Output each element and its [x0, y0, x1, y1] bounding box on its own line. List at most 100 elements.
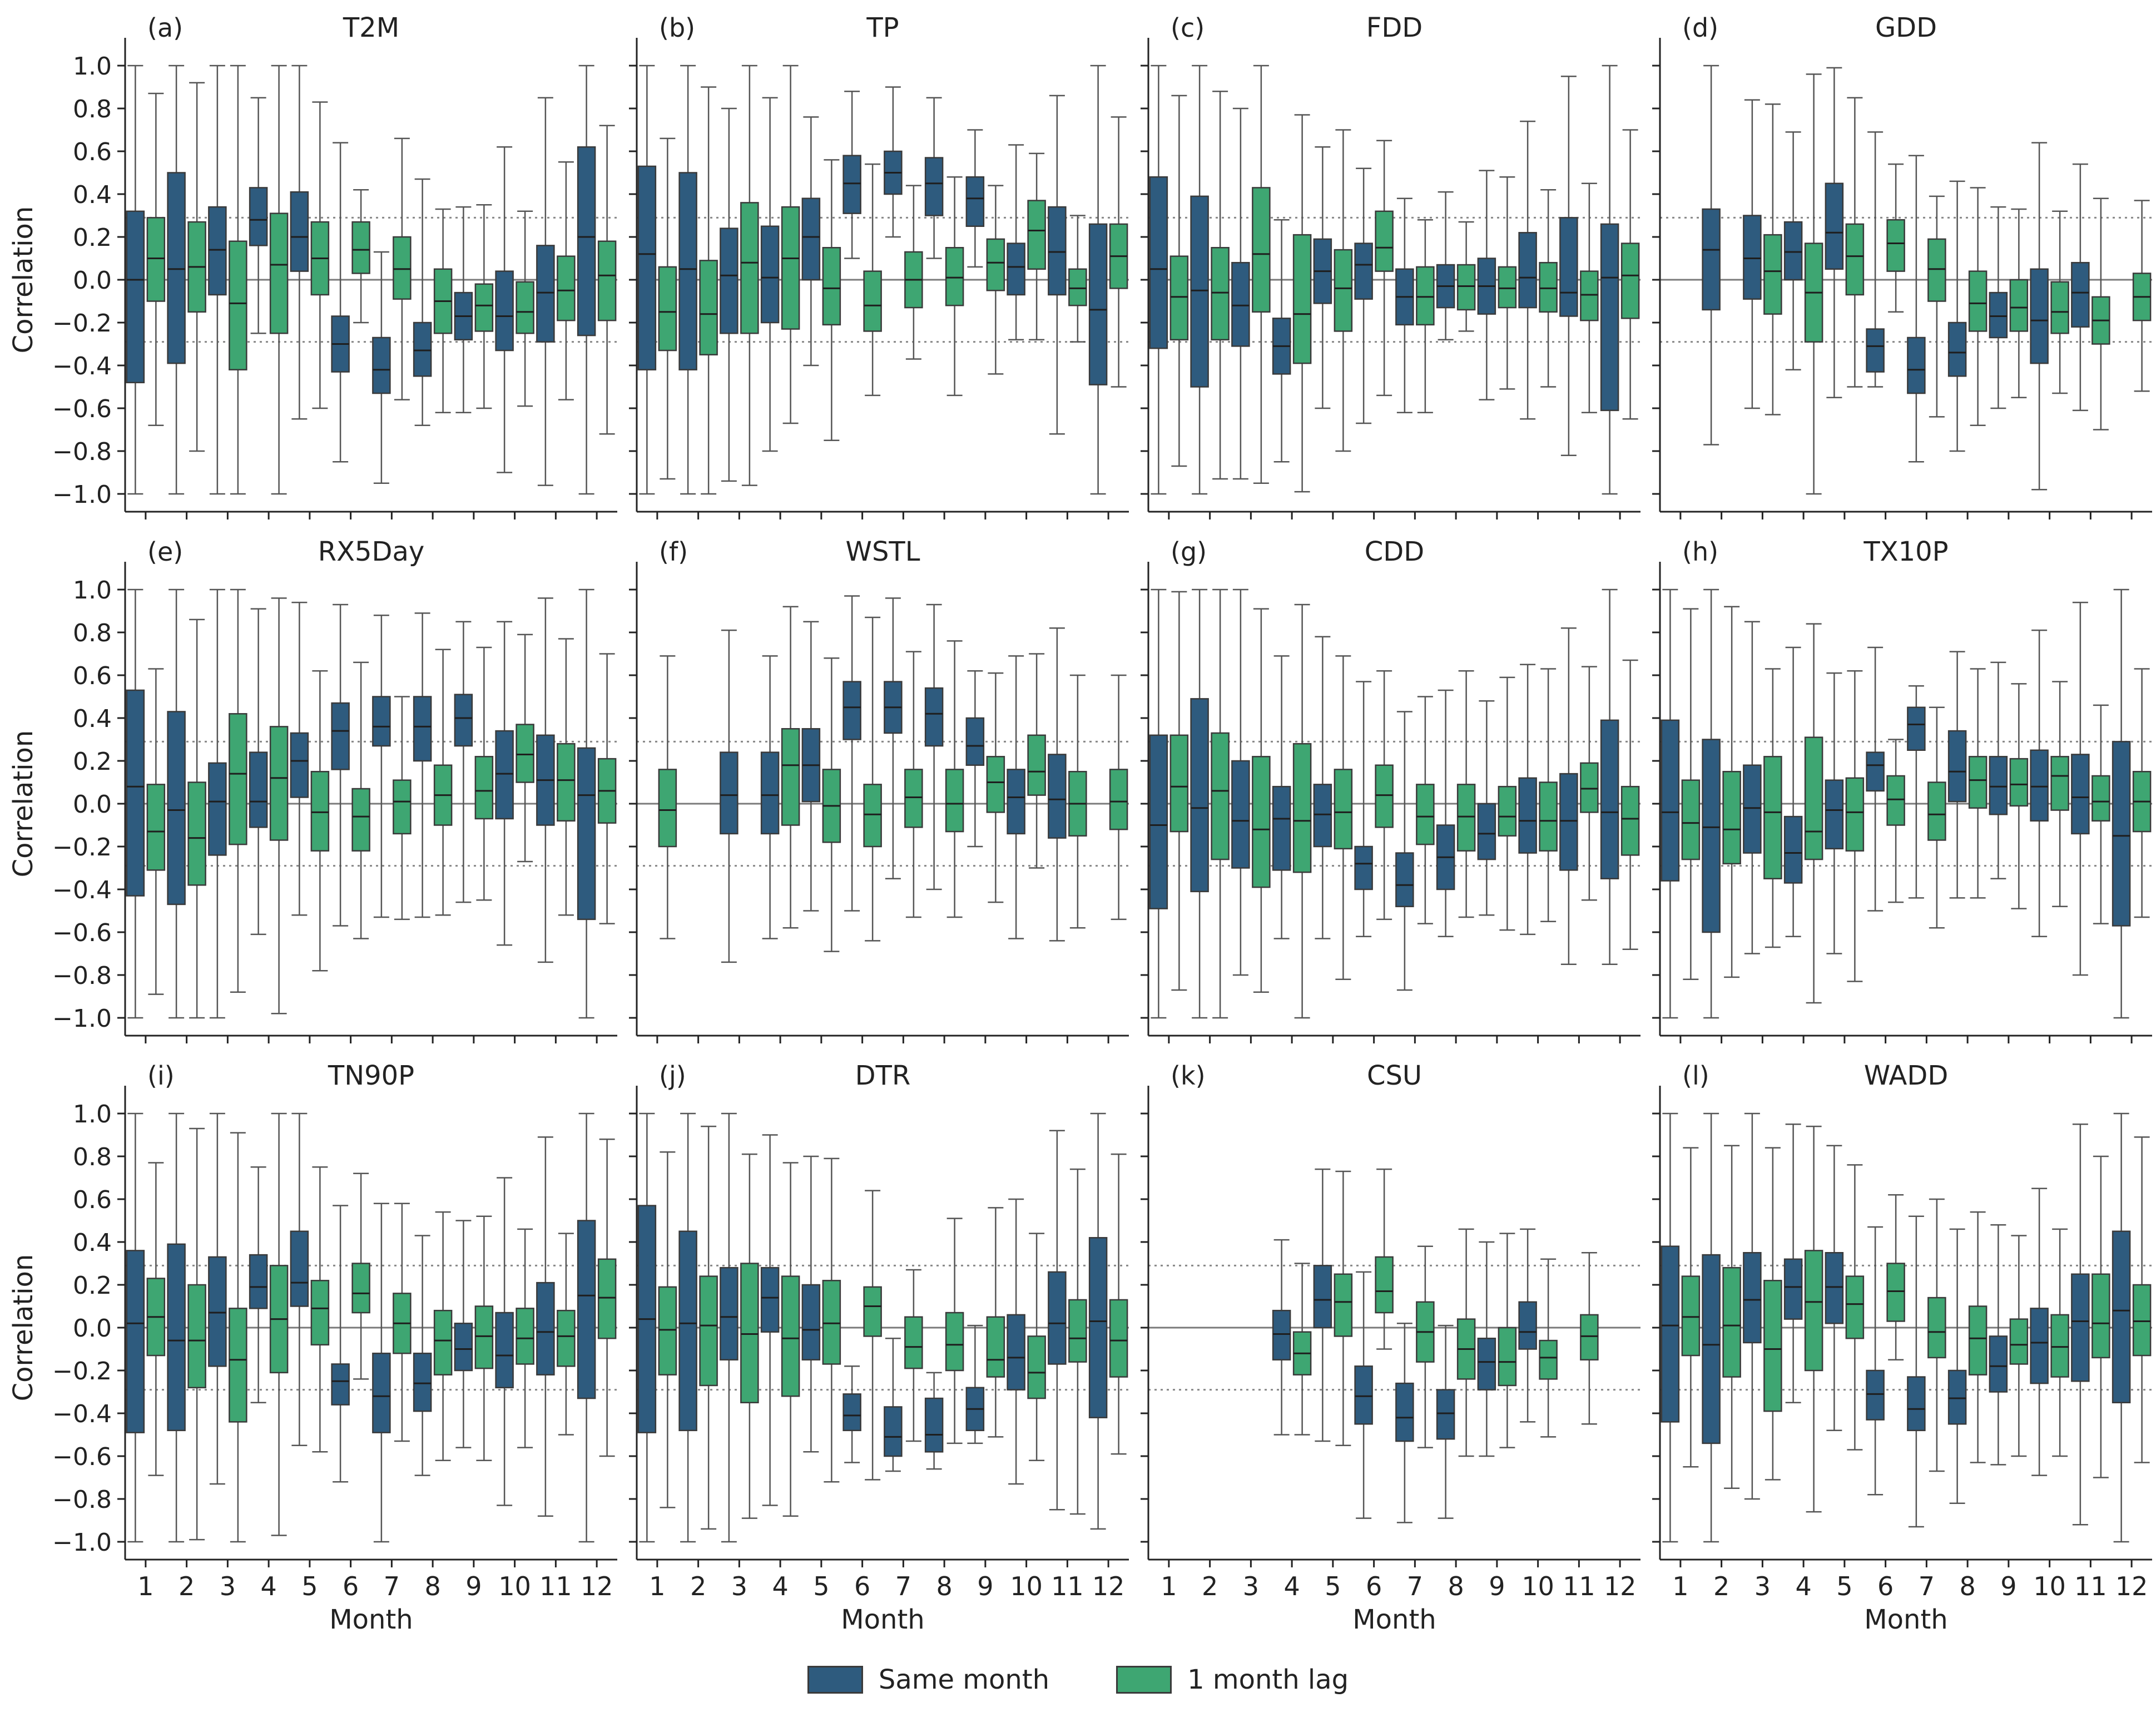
panel-wadd-same-m10-box	[2030, 1308, 2049, 1384]
panel-csu-same-m10-box	[1518, 1301, 1537, 1350]
panel-t2m-lag-m12-box	[597, 240, 617, 321]
panel-wadd-same-m8-box	[1947, 1369, 1967, 1425]
panel-t2m-lag-m6-box	[351, 221, 370, 274]
panel-tp-lag-m3-box	[740, 202, 759, 334]
ytick-label: −0.8	[52, 1486, 112, 1514]
panel-wstl-lag-m6-box	[863, 784, 882, 848]
panel-csu-lag-m5-box	[1334, 1273, 1353, 1337]
legend-label-same-month: Same month	[878, 1664, 1050, 1695]
panel-tn90p-letter: (i)	[147, 1061, 175, 1091]
panel-fdd-lag-m6-box	[1375, 210, 1394, 272]
ytick-label: −0.8	[52, 438, 112, 466]
panel-wstl-lag-m12-box	[1109, 769, 1128, 830]
panel-fdd-same-m11-box	[1559, 217, 1578, 317]
panel-tp-lag-m6-box	[863, 270, 882, 332]
panel-rx5day-lag-m2-box	[187, 781, 206, 886]
panel-rx5day-lag-m1-box	[146, 784, 166, 871]
legend-item-one-month-lag: 1 month lag	[1116, 1664, 1349, 1695]
panel-tn90p-lag-m8-box	[433, 1309, 453, 1375]
panel-dtr-lag-m10-box	[1027, 1335, 1046, 1399]
panel-fdd-letter: (c)	[1171, 13, 1205, 43]
panel-tx10p-lag-m7-box	[1927, 781, 1946, 841]
ytick-label: 0.4	[73, 181, 112, 209]
panel-dtr-same-m5-box	[801, 1284, 821, 1360]
panel-wadd-same-m9-box	[1989, 1335, 2008, 1393]
panel-tp-same-m8-box	[924, 157, 944, 216]
panel-fdd-lag-m3-box	[1252, 187, 1271, 313]
panel-cdd-same-m7-box	[1395, 852, 1414, 908]
xtick-label: 4	[1283, 1571, 1300, 1601]
panel-wstl-lag-m4-box	[781, 728, 800, 826]
panel-csu-title: CSU	[1367, 1060, 1422, 1091]
panel-rx5day-same-m6-box	[331, 702, 350, 770]
xtick-label: 11	[539, 1571, 572, 1601]
panel-wstl-same-m8-box	[924, 687, 944, 747]
panel-t2m-same-m1-box	[126, 210, 145, 384]
xtick-label: 7	[1919, 1571, 1935, 1601]
xtick-label: 6	[1366, 1571, 1382, 1601]
panel-wstl-same-m11-box	[1048, 754, 1067, 839]
ytick-label: −1.0	[52, 1528, 112, 1557]
panel-tn90p-same-m12-box	[577, 1220, 596, 1399]
x-axis-title: Month	[1352, 1604, 1436, 1635]
panel-tp-lag-m11-box	[1068, 268, 1087, 306]
xtick-label: 11	[1563, 1571, 1595, 1601]
xtick-label: 3	[220, 1571, 236, 1601]
xtick-label: 8	[1959, 1571, 1975, 1601]
panel-wadd-letter: (l)	[1682, 1061, 1709, 1091]
panel-fdd-same-m10-box	[1518, 232, 1537, 309]
panel-wadd-lag-m12-box	[2132, 1284, 2152, 1357]
xtick-label: 12	[2115, 1571, 2148, 1601]
panel-wstl-lag-m10-box	[1027, 734, 1046, 796]
panel-wadd-lag-m9-box	[2009, 1318, 2029, 1365]
panel-t2m-lag-m7-box	[393, 236, 412, 300]
x-axis-title: Month	[329, 1604, 413, 1635]
panel-csu-lag-m10-box	[1539, 1339, 1558, 1380]
panel-cdd-same-m3-box	[1231, 760, 1250, 869]
xtick-label: 3	[1754, 1571, 1771, 1601]
panel-tn90p-lag-m10-box	[516, 1308, 534, 1365]
ytick-label: 0.6	[73, 662, 112, 690]
xtick-label: 5	[1325, 1571, 1341, 1601]
xtick-label: 12	[581, 1571, 613, 1601]
legend: Same month 1 month lag	[0, 1655, 2156, 1705]
xtick-label: 11	[2074, 1571, 2107, 1601]
panel-fdd-same-m1-box	[1149, 176, 1168, 349]
panel-tp-same-m5-box	[801, 197, 821, 281]
panel-t2m-lag-m4-box	[269, 212, 289, 334]
ytick-label: 1.0	[73, 576, 112, 605]
panel-fdd-lag-m4-box	[1292, 234, 1312, 364]
panel-dtr-lag-m1-box	[658, 1286, 677, 1375]
panel-wadd-same-m11-box	[2071, 1273, 2090, 1382]
panel-tn90p-same-m2-box	[167, 1243, 186, 1432]
panel-rx5day-lag-m4-box	[269, 726, 289, 841]
panel-rx5day-title: RX5Day	[318, 536, 425, 567]
panel-tn90p-same-m11-box	[536, 1281, 555, 1375]
panel-wadd-lag-m6-box	[1886, 1263, 1905, 1322]
y-axis-title: Correlation	[8, 1254, 39, 1402]
panel-tn90p-same-m4-box	[249, 1254, 268, 1309]
panel-t2m-same-m7-box	[372, 337, 391, 394]
ytick-label: 0.0	[73, 1314, 112, 1343]
panel-dtr-lag-m9-box	[986, 1316, 1005, 1378]
xtick-label: 9	[465, 1571, 482, 1601]
panel-dtr-same-m7-box	[884, 1406, 903, 1457]
panel-tp-same-m10-box	[1007, 243, 1025, 296]
panel-wadd-same-m2-box	[1702, 1254, 1721, 1444]
panel-dtr-lag-m8-box	[945, 1312, 964, 1372]
panel-dtr-lag-m5-box	[822, 1280, 841, 1365]
ytick-label: −1.0	[52, 1004, 112, 1033]
panel-rx5day-same-m10-box	[495, 730, 514, 820]
xtick-label: 8	[936, 1571, 952, 1601]
panel-rx5day-same-m3-box	[208, 762, 227, 856]
panel-dtr-lag-m12-box	[1109, 1299, 1128, 1378]
panel-cdd-same-m10-box	[1518, 777, 1537, 854]
panel-tx10p-same-m9-box	[1989, 756, 2008, 815]
xtick-label: 10	[1010, 1571, 1043, 1601]
panel-dtr-lag-m7-box	[904, 1316, 923, 1369]
panel-tx10p-lag-m1-box	[1681, 779, 1701, 860]
xtick-label: 10	[2033, 1571, 2066, 1601]
panel-fdd-same-m3-box	[1231, 261, 1250, 347]
panel-cdd-same-m11-box	[1559, 773, 1578, 871]
ytick-label: 0.8	[73, 619, 112, 647]
